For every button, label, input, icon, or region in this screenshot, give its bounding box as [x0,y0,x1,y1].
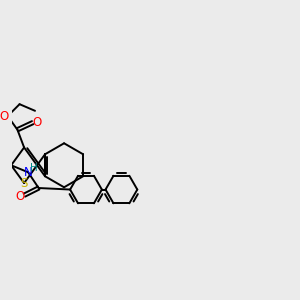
Text: O: O [32,116,41,129]
Text: H: H [30,163,38,173]
Text: N: N [24,166,33,179]
Text: S: S [20,177,28,190]
Text: O: O [16,190,25,202]
Text: O: O [0,110,8,123]
